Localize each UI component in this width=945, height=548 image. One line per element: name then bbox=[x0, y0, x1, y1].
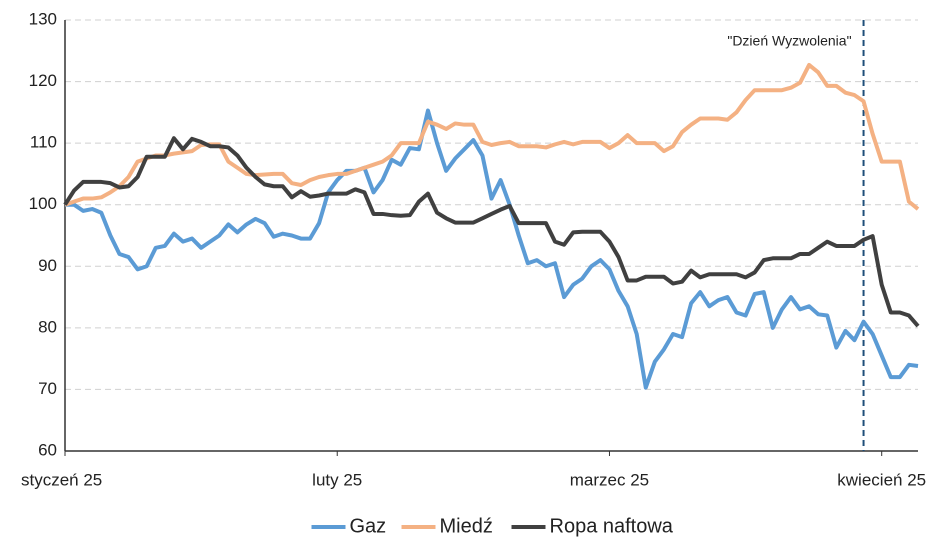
series-line bbox=[63, 136, 920, 328]
y-tick-label: 60 bbox=[38, 440, 57, 459]
series-line bbox=[64, 62, 920, 211]
y-tick-label: 110 bbox=[30, 133, 57, 152]
legend-label: Gaz bbox=[350, 515, 387, 537]
annotation-text: "Dzień Wyzwolenia" bbox=[727, 33, 851, 49]
x-tick-label: luty 25 bbox=[312, 470, 362, 489]
x-tick-label: kwiecień 25 bbox=[837, 470, 926, 489]
y-tick-label: 130 bbox=[29, 9, 57, 28]
x-tick-label: marzec 25 bbox=[570, 470, 649, 489]
legend-label: Ropa naftowa bbox=[550, 515, 674, 537]
y-tick-label: 120 bbox=[29, 71, 57, 90]
y-tick-label: 80 bbox=[38, 317, 57, 336]
legend-label: Miedź bbox=[440, 515, 493, 537]
series-line bbox=[65, 108, 919, 390]
y-tick-label: 90 bbox=[38, 256, 57, 275]
x-tick-label: styczeń 25 bbox=[21, 470, 102, 489]
y-tick-label: 100 bbox=[29, 194, 57, 213]
y-tick-label: 70 bbox=[38, 379, 57, 398]
